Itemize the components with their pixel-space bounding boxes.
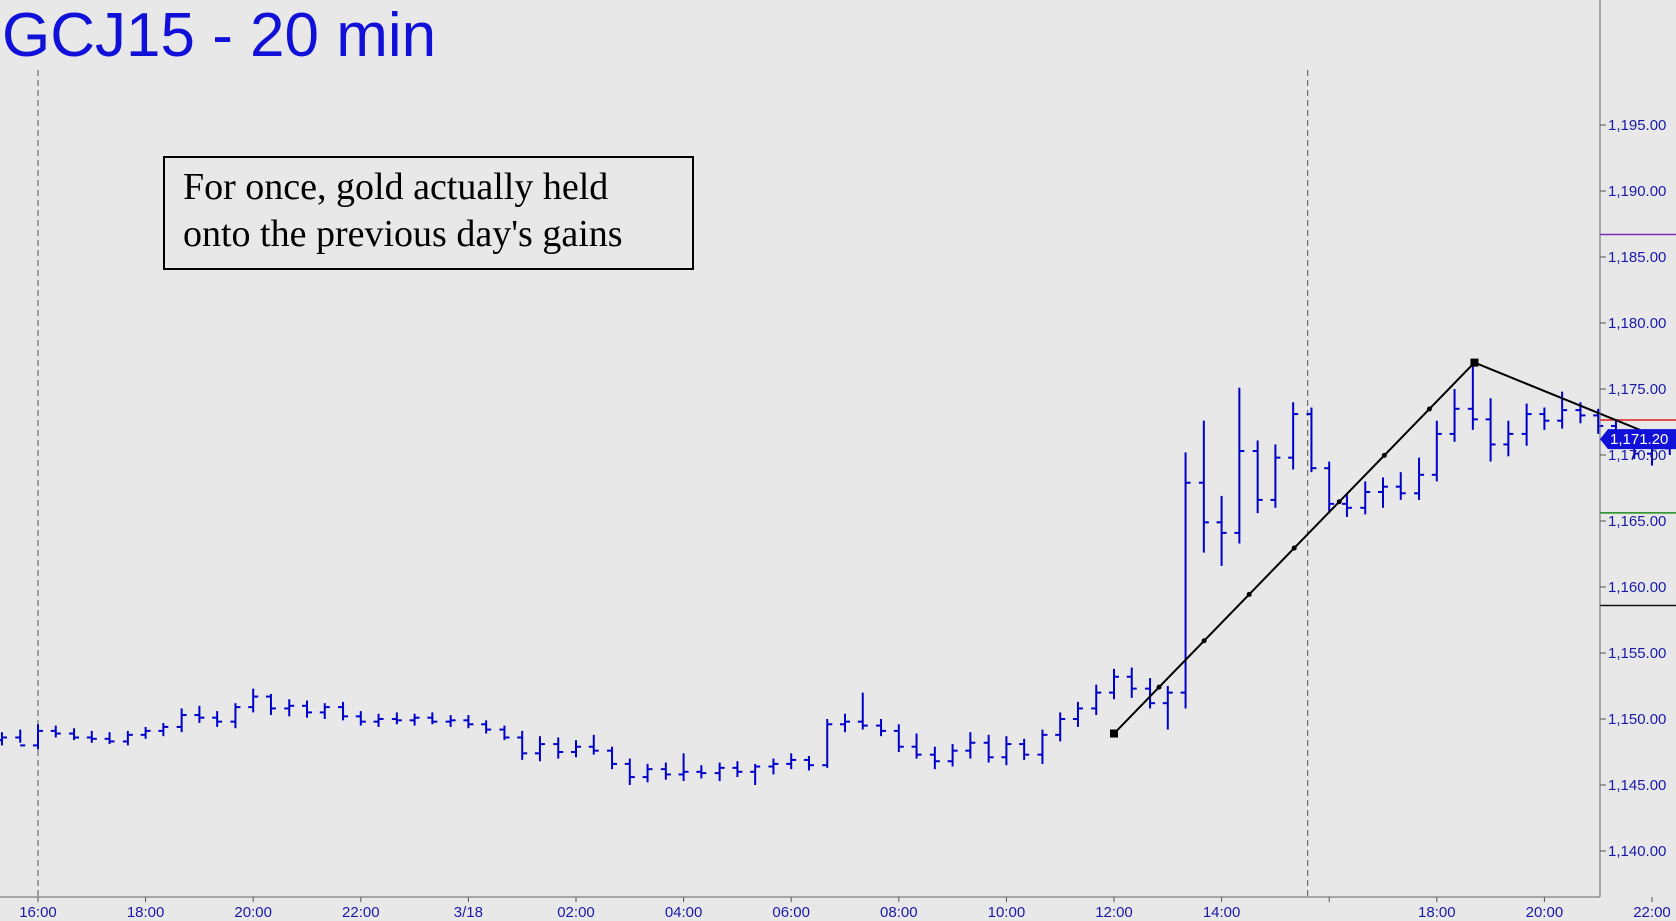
x-tick-label: 3/18 xyxy=(454,904,483,921)
abc-pattern-point xyxy=(1470,358,1479,367)
y-tick-label: 1,165.00 xyxy=(1608,513,1666,530)
abc-pattern xyxy=(1110,358,1676,738)
x-tick-label: 22:00 xyxy=(342,904,380,921)
x-tick-label: 20:00 xyxy=(1526,904,1564,921)
y-tick-label: 1,155.00 xyxy=(1608,645,1666,662)
x-tick-label: 22:00 xyxy=(1633,904,1671,921)
y-tick-label: 1,180.00 xyxy=(1608,315,1666,332)
x-tick-label: 02:00 xyxy=(557,904,595,921)
y-tick-label: 1,190.00 xyxy=(1608,183,1666,200)
y-tick-label: 1,150.00 xyxy=(1608,711,1666,728)
last-price-label: 1,171.20 xyxy=(1610,431,1668,448)
abc-pattern-tick xyxy=(1291,545,1297,551)
abc-pattern-tick xyxy=(1201,638,1207,644)
abc-pattern-tick xyxy=(1246,591,1252,597)
y-tick-label: 1,170.00 xyxy=(1608,447,1666,464)
y-tick-label: 1,140.00 xyxy=(1608,843,1666,860)
abc-pattern-tick xyxy=(1426,406,1432,412)
ohlc-bars xyxy=(0,362,1675,785)
x-tick-label: 06:00 xyxy=(772,904,810,921)
annotation-box: For once, gold actually held onto the pr… xyxy=(163,156,694,270)
y-tick-label: 1,145.00 xyxy=(1608,777,1666,794)
y-tick-label: 1,160.00 xyxy=(1608,579,1666,596)
x-tick-label: 18:00 xyxy=(127,904,165,921)
y-tick-label: 1,185.00 xyxy=(1608,249,1666,266)
chart-title: GCJ15 - 20 min xyxy=(2,1,436,70)
abc-pattern-tick xyxy=(1381,452,1387,458)
annotation-border xyxy=(163,156,694,270)
x-tick-label: 12:00 xyxy=(1095,904,1133,921)
abc-pattern-tick xyxy=(1156,684,1162,690)
y-tick-label: 1,175.00 xyxy=(1608,381,1666,398)
x-tick-label: 14:00 xyxy=(1203,904,1241,921)
x-tick-label: 20:00 xyxy=(234,904,272,921)
last-price-marker xyxy=(1600,429,1676,450)
annotation-line-2: onto the previous day's gains xyxy=(183,213,623,255)
abc-pattern-tick xyxy=(1336,499,1342,505)
x-tick-label: 10:00 xyxy=(988,904,1026,921)
x-tick-label: 16:00 xyxy=(19,904,57,921)
x-tick-label: 04:00 xyxy=(665,904,703,921)
session-dividers xyxy=(37,70,1309,897)
y-tick-label: 1,195.00 xyxy=(1608,117,1666,134)
abc-pattern-point xyxy=(1110,729,1118,738)
x-tick-label: 08:00 xyxy=(880,904,918,921)
annotation-line-1: For once, gold actually held xyxy=(183,166,608,208)
x-tick-label: 18:00 xyxy=(1418,904,1456,921)
